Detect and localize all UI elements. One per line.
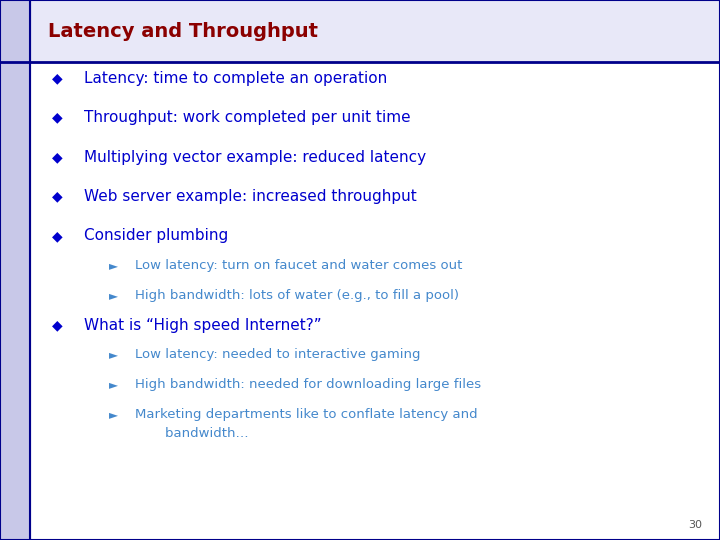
Text: High bandwidth: needed for downloading large files: High bandwidth: needed for downloading l…	[135, 378, 481, 391]
Text: ◆: ◆	[53, 229, 63, 243]
Text: bandwidth…: bandwidth…	[148, 427, 248, 440]
Text: Throughput: work completed per unit time: Throughput: work completed per unit time	[84, 110, 411, 125]
Text: Low latency: needed to interactive gaming: Low latency: needed to interactive gamin…	[135, 348, 420, 361]
Text: Latency: time to complete an operation: Latency: time to complete an operation	[84, 71, 387, 86]
Text: Multiplying vector example: reduced latency: Multiplying vector example: reduced late…	[84, 150, 426, 165]
Bar	[0, 0, 720, 62]
Text: ►: ►	[109, 289, 117, 302]
Text: Consider plumbing: Consider plumbing	[84, 228, 228, 244]
Text: What is “High speed Internet?”: What is “High speed Internet?”	[84, 318, 322, 333]
Text: ►: ►	[109, 408, 117, 421]
Text: ►: ►	[109, 259, 117, 272]
Text: Marketing departments like to conflate latency and: Marketing departments like to conflate l…	[135, 408, 477, 421]
Text: High bandwidth: lots of water (e.g., to fill a pool): High bandwidth: lots of water (e.g., to …	[135, 289, 459, 302]
Bar	[0, 0, 30, 540]
Text: ◆: ◆	[53, 150, 63, 164]
Text: ◆: ◆	[53, 318, 63, 332]
Text: ◆: ◆	[53, 190, 63, 204]
Text: ►: ►	[109, 378, 117, 391]
Text: Web server example: increased throughput: Web server example: increased throughput	[84, 189, 417, 204]
Text: ◆: ◆	[53, 71, 63, 85]
Text: ►: ►	[109, 348, 117, 361]
Bar	[0, 0, 30, 62]
Text: Latency and Throughput: Latency and Throughput	[48, 22, 318, 40]
Text: 30: 30	[688, 520, 702, 530]
Text: ◆: ◆	[53, 111, 63, 125]
Text: Low latency: turn on faucet and water comes out: Low latency: turn on faucet and water co…	[135, 259, 462, 272]
